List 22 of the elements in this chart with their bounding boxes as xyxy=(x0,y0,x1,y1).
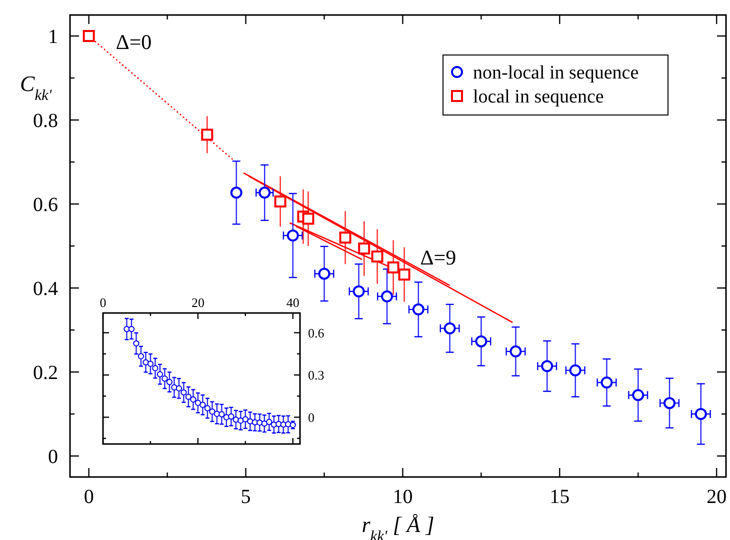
x-tick-label: 20 xyxy=(191,295,204,310)
y-tick-label: 1 xyxy=(48,26,58,48)
legend-label: non-local in sequence xyxy=(473,62,639,84)
y-axis-title: C$_{kk'}$ xyxy=(20,71,52,104)
x-tick-label: 0 xyxy=(84,486,94,508)
legend-label: local in sequence xyxy=(473,86,604,108)
y-tick-label: 0.4 xyxy=(33,278,58,300)
annotation: Δ=0 xyxy=(116,30,152,54)
x-tick-label: 5 xyxy=(240,486,251,508)
x-tick-label: 20 xyxy=(706,486,727,508)
x-tick-label: 0 xyxy=(100,295,106,310)
x-tick-label: 15 xyxy=(550,486,570,508)
x-tick-label: 10 xyxy=(392,486,413,508)
y-tick-label: 0.2 xyxy=(33,362,58,384)
y-tick-label: 0.6 xyxy=(33,194,58,216)
y-tick-label: 0 xyxy=(48,446,58,468)
y-tick-label: 0.6 xyxy=(308,325,325,340)
annotation: Δ=9 xyxy=(420,246,456,270)
y-tick-label: 0.3 xyxy=(308,368,324,383)
x-tick-label: 40 xyxy=(286,295,300,310)
y-tick-label: 0 xyxy=(308,410,314,425)
y-tick-label: 0.8 xyxy=(33,110,58,132)
